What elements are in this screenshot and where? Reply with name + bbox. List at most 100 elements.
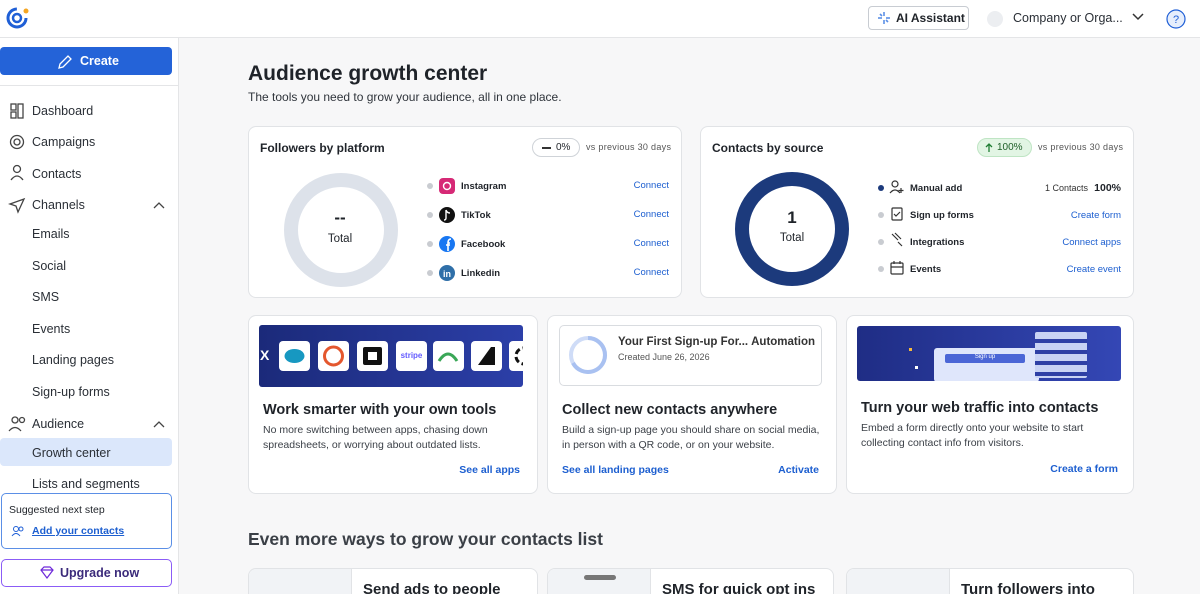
change-value: 0% <box>556 142 571 153</box>
nav-item[interactable]: SMS <box>32 290 60 304</box>
card-title: Followers by platform <box>260 141 385 155</box>
followers-donut <box>284 173 398 287</box>
connect-link[interactable]: Connect <box>633 238 669 249</box>
up-arrow <box>985 143 993 152</box>
page-subtitle: The tools you need to grow your audience… <box>248 90 562 104</box>
nav-item[interactable]: Dashboard <box>32 104 94 118</box>
total-value: 1 <box>787 208 797 227</box>
change-pill <box>532 138 580 157</box>
more-card <box>547 568 834 594</box>
comparison: vs previous 30 days <box>1038 142 1124 152</box>
preview-badge: Automation <box>751 336 815 348</box>
nav-item[interactable]: Growth center <box>32 446 111 460</box>
change-value: 100% <box>997 142 1023 153</box>
suggested-action[interactable]: Add your contacts <box>32 525 125 537</box>
tool-title: Turn your web traffic into contacts <box>861 400 1099 416</box>
form-fields <box>1035 332 1087 378</box>
logo <box>6 7 29 29</box>
create-button[interactable] <box>0 47 172 75</box>
nav-item[interactable]: Emails <box>32 227 70 241</box>
nav-active <box>0 438 172 466</box>
create-icon <box>58 55 72 69</box>
ai-assistant-button[interactable] <box>868 6 969 30</box>
logo-text: stripe <box>400 351 423 360</box>
page-title: Audience growth center <box>248 62 488 85</box>
tool-description: Embed a form directly onto your website … <box>861 422 1084 449</box>
preview-created: Created June 26, 2026 <box>618 352 710 362</box>
source-name: Manual add <box>910 183 963 194</box>
ai-icon <box>878 12 890 24</box>
tool-link[interactable]: Activate <box>778 464 819 476</box>
tool-title: Collect new contacts anywhere <box>562 402 778 418</box>
nav-item[interactable]: Events <box>32 322 71 336</box>
source-link[interactable]: Create event <box>1066 264 1121 275</box>
source-name: Sign up forms <box>910 210 974 221</box>
source-name: Integrations <box>910 237 965 248</box>
total-label: Total <box>327 233 353 245</box>
comparison: vs previous 30 days <box>586 142 672 152</box>
nav-item[interactable]: Lists and segments <box>32 477 140 490</box>
svg-text:in: in <box>443 269 451 279</box>
embed-banner: Sign up <box>857 326 1121 381</box>
source-share: 100% <box>1094 182 1121 194</box>
card-image <box>847 569 950 594</box>
bullet <box>878 266 884 272</box>
total-value: -- <box>334 208 346 227</box>
nav-item[interactable]: Channels <box>32 198 85 212</box>
bullet <box>427 183 433 189</box>
platform-name: Linkedin <box>461 268 501 279</box>
nav-item[interactable]: Campaigns <box>32 135 96 149</box>
nav-list: Dashboard Campaigns Contacts Channels Em… <box>0 90 179 490</box>
nav-item[interactable]: Sign-up forms <box>32 385 110 399</box>
more-card-title[interactable]: SMS for quick opt ins <box>662 581 816 594</box>
bullet <box>878 239 884 245</box>
suggested-label: Suggested next step <box>9 504 105 516</box>
organization[interactable]: Company or Orga... <box>1013 11 1123 25</box>
preview-name: Your First Sign-up For... <box>618 336 749 348</box>
upgrade-button[interactable] <box>1 559 172 587</box>
flat-icon <box>542 147 551 149</box>
tool-link[interactable]: See all landing pages <box>562 464 669 476</box>
tool-link[interactable]: Create a form <box>1050 463 1118 475</box>
nav-item[interactable]: Landing pages <box>32 353 115 367</box>
preview-button: Sign up <box>974 354 996 360</box>
source-link[interactable]: Connect apps <box>1062 237 1121 248</box>
bullet <box>878 212 884 218</box>
platform-icons: in <box>439 178 455 281</box>
create-label: Create <box>80 54 119 68</box>
bullet <box>427 241 433 247</box>
sparkle <box>909 348 912 351</box>
platform-name: TikTok <box>461 210 491 221</box>
more-card <box>846 568 1134 594</box>
section-title: Even more ways to grow your contacts lis… <box>248 529 603 549</box>
org-logo <box>987 11 1003 27</box>
chevron <box>1132 13 1144 21</box>
help-icon[interactable]: ? <box>1165 8 1187 30</box>
connect-link[interactable]: Connect <box>633 180 669 191</box>
contacts-icon <box>11 526 24 537</box>
form-button <box>945 354 1025 363</box>
tool-link[interactable]: See all apps <box>459 464 520 476</box>
bullet <box>878 185 884 191</box>
connect-link[interactable]: Connect <box>633 209 669 220</box>
svg-text:?: ? <box>1173 14 1179 26</box>
tool-title: Work smarter with your own tools <box>263 402 497 418</box>
nav-item[interactable]: Audience <box>32 417 85 431</box>
ai-assistant-label: AI Assistant <box>896 11 965 25</box>
upgrade-label: Upgrade now <box>60 566 140 580</box>
suggested-box <box>1 493 172 549</box>
more-card-title[interactable]: Turn followers into <box>961 581 1095 594</box>
app-logos <box>279 341 523 371</box>
nav-chevrons <box>153 202 165 428</box>
nav-icons <box>8 103 26 432</box>
connect-link[interactable]: Connect <box>633 267 669 278</box>
phone-mock <box>584 575 616 580</box>
more-card-title[interactable]: Send ads to people <box>363 581 501 594</box>
nav-item[interactable]: Social <box>32 259 67 273</box>
logo-text: X <box>260 347 270 363</box>
nav-item[interactable]: Contacts <box>32 167 82 181</box>
form-mock <box>934 348 1039 381</box>
diamond-icon <box>40 566 54 579</box>
source-link[interactable]: Create form <box>1070 210 1121 221</box>
